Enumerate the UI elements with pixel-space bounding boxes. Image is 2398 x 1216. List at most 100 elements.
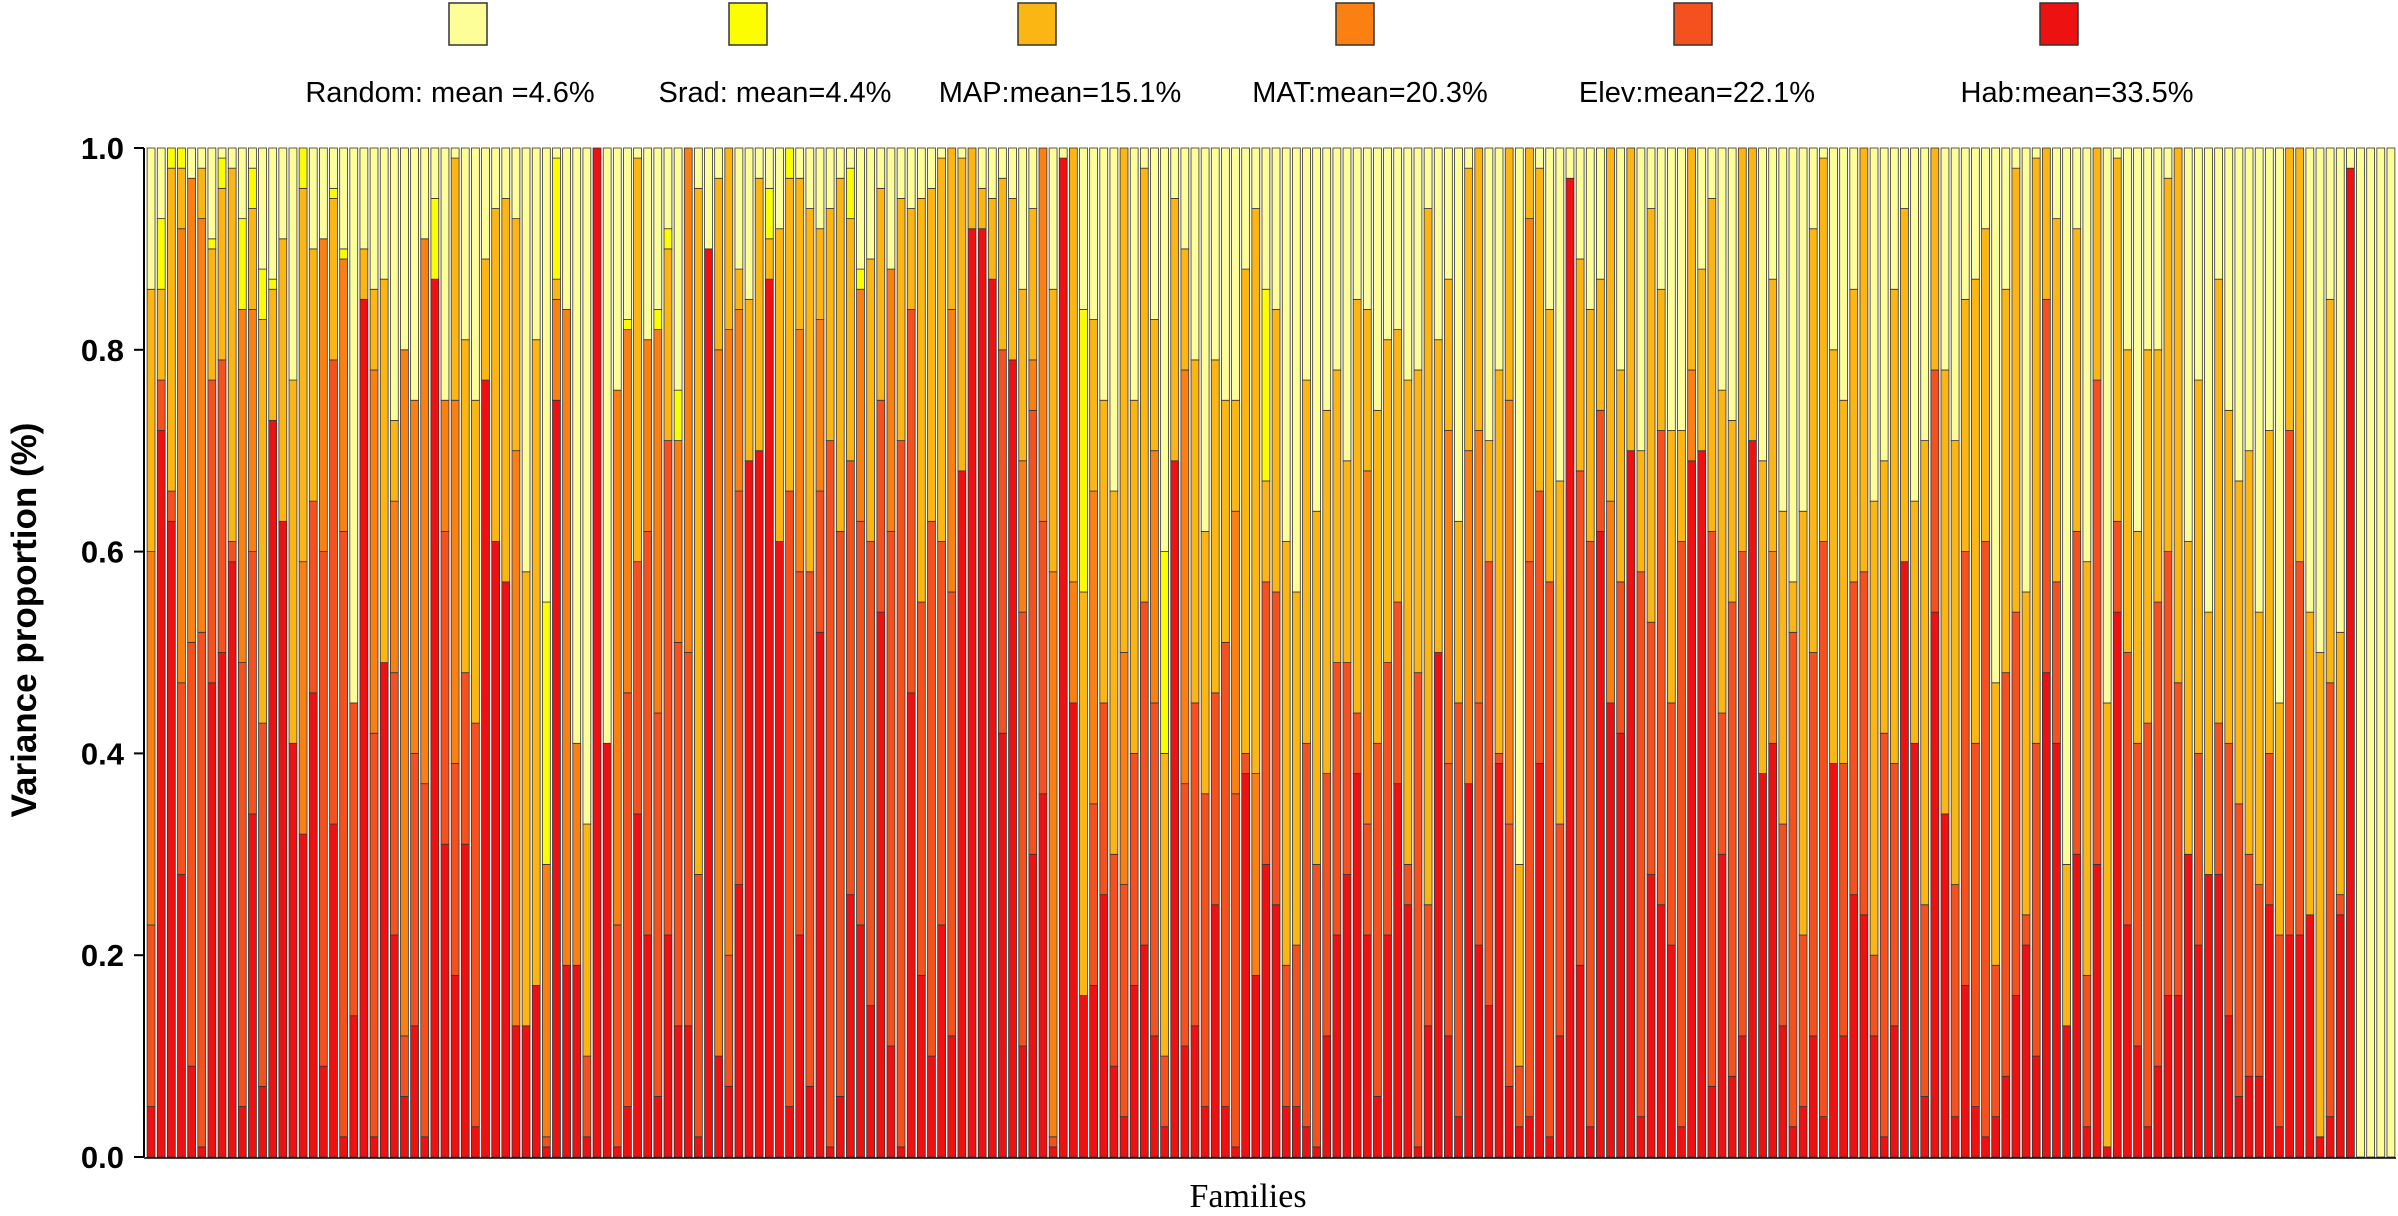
bar-segment-map [1636,450,1646,573]
bar-segment-random [217,147,227,159]
bar-segment-hab [1656,904,1666,1158]
bar-segment-map [1839,399,1848,764]
bar-segment-elev [400,1035,409,1097]
bar-segment-elev [815,490,825,633]
bar-segment-random [2102,147,2112,704]
bar-segment-random [927,147,936,189]
bar-segment-mat [886,268,896,532]
bar-segment-map [1464,167,1473,452]
bar-segment-elev [1950,884,1960,1118]
bar-segment-hab [1900,561,1909,1158]
bar-segment-elev [450,763,460,976]
bar-segment-map [1119,147,1129,653]
bar-segment-mat [440,399,450,532]
bar-segment-elev [643,531,653,936]
bar-segment-random [1960,147,1970,300]
bar-segment-map [2112,157,2122,522]
bar-segment-map [754,177,764,452]
bar-segment-random [1342,147,1352,462]
bar-segment-hab [552,399,561,1158]
bar-segment-hab [1636,1116,1646,1158]
bar-segment-hab [2275,1126,2284,1158]
bar-segment-random [1585,147,1595,310]
bar-segment-map [764,238,774,280]
bar-segment-hab [1413,1146,1423,1158]
bar-segment-elev [2031,742,2041,1057]
bar-segment-map [2305,611,2315,916]
bar-segment-map [2173,147,2183,684]
bar-segment-hab [1271,904,1281,1158]
bar-segment-map [663,248,673,442]
bar-segment-random [1373,147,1382,411]
bar-segment-random [248,147,257,169]
bar-segment-elev [1241,753,1251,774]
bar-segment-random [1099,147,1109,401]
bar-segment-elev [177,682,186,875]
bar-segment-map [775,228,784,542]
bar-segment-hab [430,278,440,1158]
bar-segment-hab [379,662,389,1158]
bar-segment-elev [1991,964,2001,1118]
bar-segment-hab [1768,742,1778,1158]
bar-segment-map [846,218,855,462]
bar-segment-elev [1139,601,1149,946]
bar-segment-hab [156,430,166,1158]
bar-segment-hab [2001,1075,2011,1158]
bar-segment-hab [2112,611,2122,1158]
bar-segment-hab [491,541,501,1158]
bar-segment-random [511,147,521,220]
bar-segment-map [987,198,997,280]
bar-segment-random [278,147,288,240]
bar-segment-map [1879,460,1889,734]
bar-segment-map [1312,510,1321,865]
bar-segment-random [623,147,632,320]
bar-segment-map [1241,268,1251,754]
bar-segment-srad [156,218,166,290]
bar-segment-hab [683,1025,693,1158]
bar-segment-map [2295,147,2305,563]
bar-segment-hab [400,1096,409,1158]
bar-segment-random [319,147,328,240]
bar-segment-elev [1798,934,1808,1107]
bar-segment-mat [1038,147,1048,522]
bar-segment-map [298,187,308,563]
bar-segment-map [1028,208,1038,361]
bar-segment-elev [866,541,876,1007]
bar-segment-hab [1474,944,1484,1158]
bar-segment-map [1819,157,1828,542]
bar-segment-random [1393,147,1403,331]
bar-segment-map [1778,510,1788,825]
bar-segment-hab [1849,894,1859,1158]
bar-segment-elev [1859,571,1869,916]
bar-segment-map [1362,309,1372,472]
bar-segment-srad [663,228,673,250]
bar-segment-map [1271,309,1281,593]
bar-segment-hab [1596,531,1605,1158]
bar-segment-random [400,147,409,351]
bar-segment-elev [1413,672,1423,1148]
bar-segment-mat [795,329,805,573]
bar-segment-elev [1342,662,1352,875]
bar-segment-random [491,147,501,209]
bar-segment-hab [2234,1096,2244,1158]
bar-segment-hab [1403,904,1413,1158]
bar-segment-hab [1291,1106,1301,1158]
bar-segment-random [1383,147,1392,341]
bar-segment-map [1109,490,1119,855]
bar-segment-random [1129,147,1139,401]
bar-segment-elev [1180,783,1190,1047]
bar-segment-elev [835,531,845,1097]
bar-segment-hab [1920,1096,1930,1158]
bar-segment-elev [2264,753,2274,906]
bar-segment-mat [1525,218,1534,563]
bar-segment-elev [1788,631,1798,1128]
bar-segment-map [2011,167,2021,613]
bar-segment-elev [146,924,156,1107]
bar-segment-map [1504,147,1514,401]
bar-segment-random [1971,147,1980,280]
bar-segment-random [1291,147,1301,593]
bar-segment-hab [2335,914,2345,1158]
bar-segment-hab [1028,853,1038,1158]
bar-segment-elev [227,541,237,563]
bar-segment-hab [2315,1136,2325,1158]
